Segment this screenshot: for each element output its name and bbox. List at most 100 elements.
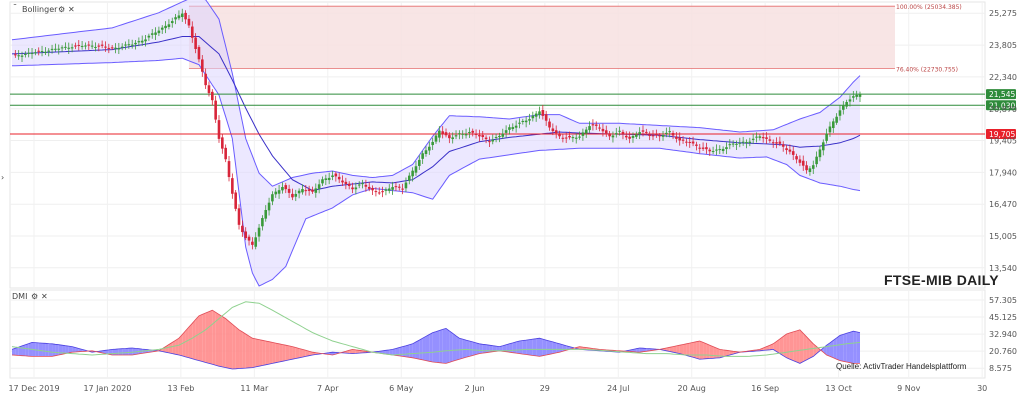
candle-body: [204, 73, 207, 86]
candle-body: [474, 133, 478, 135]
candle-body: [758, 136, 762, 138]
candle-body: [97, 45, 101, 47]
candle-body: [30, 53, 34, 55]
candle-body: [801, 160, 805, 166]
candle-body: [591, 124, 595, 126]
close-icon[interactable]: ✕: [41, 292, 48, 301]
di-minus-area: [275, 343, 280, 363]
candle-body: [484, 137, 488, 140]
x-tick-label: 20 Aug: [678, 384, 706, 393]
close-icon[interactable]: ✕: [68, 5, 75, 14]
di-plus-area: [385, 349, 390, 355]
x-tick-label: 6 May: [389, 384, 413, 393]
settings-icon[interactable]: ⚙: [31, 292, 38, 301]
di-plus-area: [849, 331, 854, 364]
di-minus-area: [806, 336, 810, 360]
candle-body: [47, 50, 51, 52]
di-minus-area: [793, 330, 797, 362]
candle-body: [781, 144, 785, 147]
di-minus-area: [205, 311, 209, 364]
level-tag: [986, 89, 1016, 100]
dmi-legend[interactable]: DMI ⚙ ✕: [12, 292, 48, 301]
candle-body: [661, 135, 665, 137]
candle-body: [110, 47, 114, 49]
candle-body: [194, 37, 197, 49]
di-minus-area: [262, 340, 266, 366]
candle-body: [401, 188, 404, 190]
candle-body: [494, 136, 498, 138]
candle-body: [217, 120, 221, 139]
candle-body: [407, 175, 411, 181]
candle-body: [137, 41, 141, 43]
candle-body: [464, 133, 468, 136]
x-tick-label: 24 Jul: [607, 384, 629, 393]
di-plus-area: [62, 345, 66, 355]
level-tag-label: 21,545: [989, 90, 1015, 99]
di-minus-area: [182, 330, 186, 357]
di-plus-area: [519, 340, 523, 355]
candle-body: [658, 135, 661, 137]
candle-body: [237, 208, 241, 225]
candle-body: [665, 132, 668, 134]
candle-body: [94, 46, 97, 48]
candle-body: [564, 137, 568, 139]
x-tick-label: 13 Feb: [167, 384, 194, 393]
di-minus-area: [272, 342, 276, 364]
candle-body: [107, 47, 111, 49]
di-minus-area: [225, 318, 230, 369]
candle-body: [458, 133, 461, 135]
di-plus-area: [526, 339, 530, 355]
candle-body: [271, 194, 274, 202]
candle-body: [848, 99, 852, 102]
candle-body: [74, 45, 77, 47]
settings-icon[interactable]: ⚙: [58, 5, 65, 14]
candle-body: [788, 149, 792, 152]
candle-body: [838, 110, 842, 116]
expand-chevron-icon[interactable]: ›: [1, 173, 4, 182]
candle-body: [100, 44, 104, 46]
candle-body: [618, 130, 621, 132]
candle-body: [544, 114, 548, 121]
y-tick-label: 22,340: [989, 73, 1017, 82]
di-minus-area: [796, 329, 800, 364]
candle-body: [307, 189, 311, 191]
di-plus-area: [429, 332, 433, 362]
chart-title: FTSE-MIB DAILY: [884, 272, 999, 288]
di-minus-area: [255, 338, 260, 367]
candle-body: [418, 159, 421, 166]
y-tick-label: 23,805: [989, 41, 1017, 50]
bollinger-legend[interactable]: ˜ Bollinger ⚙ ✕: [13, 3, 75, 14]
candle-body: [294, 193, 298, 197]
di-plus-area: [22, 344, 26, 356]
candle-body: [84, 45, 87, 47]
y-tick-label: 17,940: [989, 168, 1017, 177]
di-plus-area: [442, 328, 447, 364]
bollinger-upper: [11, 0, 861, 187]
candle-body: [241, 225, 244, 233]
candle-body: [391, 187, 394, 190]
di-minus-area: [175, 338, 179, 355]
candle-body: [364, 184, 368, 187]
candle-body: [835, 116, 838, 123]
candle-body: [20, 55, 24, 57]
di-plus-area: [42, 343, 46, 357]
di-plus-area: [446, 328, 450, 364]
di-plus-area: [469, 341, 473, 357]
candle-body: [17, 55, 20, 57]
candle-body: [224, 147, 227, 160]
di-plus-area: [512, 341, 517, 354]
di-minus-area: [295, 347, 300, 359]
candle-body: [685, 141, 688, 143]
di-minus-area: [208, 310, 213, 365]
candle-body: [261, 218, 264, 227]
di-minus-area: [292, 346, 296, 360]
x-tick-label: 9 Nov: [897, 384, 921, 393]
di-plus-area: [439, 329, 443, 364]
di-minus-area: [776, 338, 780, 354]
di-minus-area: [289, 345, 293, 360]
di-plus-area: [415, 340, 420, 360]
di-plus-area: [58, 344, 63, 355]
di-minus-area: [242, 331, 246, 369]
candle-body: [371, 187, 374, 191]
